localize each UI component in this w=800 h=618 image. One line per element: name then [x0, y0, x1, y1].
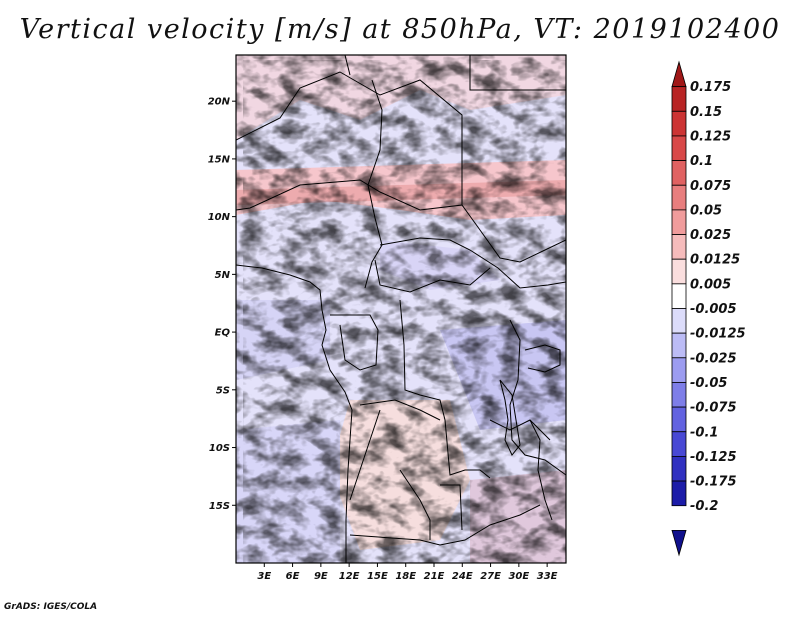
colorbar-legend: 0.175 0.15 0.125 0.1 0.075 0.05 0.025 0.0125 0.0… [671, 60, 746, 557]
colorbar-bin [671, 110, 687, 137]
colorbar-label: -0.125 [690, 450, 737, 465]
colorbar-label: -0.025 [690, 351, 737, 366]
lon-tick-label: 18E [395, 571, 416, 582]
colorbar-bin [671, 480, 687, 507]
colorbar-bin [671, 184, 687, 211]
colorbar-bin [671, 135, 687, 161]
colorbar-bin [671, 86, 687, 112]
colorbar-bin [671, 357, 687, 383]
colorbar-label: 0.025 [690, 228, 731, 243]
lat-tick-label: 5N [215, 270, 231, 281]
lon-tick-label: 30E [508, 571, 529, 582]
colorbar-bin [671, 455, 687, 482]
vertical-velocity-field [236, 55, 566, 563]
colorbar-label: -0.1 [690, 425, 718, 440]
lon-tick-label: 12E [339, 571, 360, 582]
colorbar-label: 0.075 [690, 179, 731, 194]
colorbar-bin [671, 160, 687, 186]
colorbar-bin [671, 209, 687, 235]
lat-tick-label: 15S [209, 501, 230, 512]
map-frame [235, 54, 567, 564]
colorbar-bin [671, 406, 687, 433]
colorbar-top-arrow [671, 60, 687, 88]
colorbar-label: 0.005 [690, 277, 731, 292]
colorbar-label: -0.005 [690, 302, 737, 317]
colorbar-label: 0.0125 [690, 253, 740, 268]
colorbar-bottom-arrow [671, 529, 687, 557]
lon-tick-label: 21E [424, 571, 445, 582]
lat-tick-label: 10S [209, 443, 230, 454]
colorbar-label: 0.05 [690, 203, 722, 218]
colorbar-label: 0.15 [690, 105, 722, 120]
lon-tick-label: 15E [367, 571, 388, 582]
colorbar-bin [671, 382, 687, 408]
lon-tick-label: 9E [314, 571, 328, 582]
lat-tick-label: 5S [216, 385, 230, 396]
lat-tick-label: 20N [208, 97, 231, 108]
lat-tick-label: 15N [208, 154, 231, 165]
colorbar-label: -0.2 [690, 499, 718, 514]
colorbar-label: 0.125 [690, 129, 731, 144]
colorbar-bin [671, 234, 687, 260]
lat-tick-label: EQ [215, 328, 231, 339]
colorbar-bin [671, 332, 687, 359]
lon-tick-label: 27E [480, 571, 501, 582]
colorbar-bin [671, 283, 687, 309]
map-title: Vertical velocity [m/s] at 850hPa, VT: 2… [19, 14, 781, 45]
lon-tick-label: 6E [286, 571, 300, 582]
lon-tick-label: 24E [452, 571, 473, 582]
colorbar-bin [671, 258, 687, 285]
country-borders [236, 55, 566, 563]
lon-tick-label: 33E [537, 571, 558, 582]
latitude-axis: 20N 15N 10N 5N EQ 5S 10S 15S [208, 97, 236, 512]
colorbar-bin [671, 308, 687, 334]
lat-tick-label: 10N [208, 212, 231, 223]
grads-credit: GrADS: IGES/COLA [4, 602, 98, 612]
colorbar-label: 0.1 [690, 154, 713, 169]
colorbar-label: -0.075 [690, 401, 737, 416]
colorbar-bin [671, 431, 687, 457]
colorbar-label: -0.175 [690, 475, 737, 490]
colorbar-label: -0.05 [690, 376, 727, 391]
longitude-axis: 3E 6E 9E 12E 15E 18E 21E 24E 27E 30E 33E [257, 563, 558, 582]
colorbar-label: -0.0125 [690, 327, 746, 342]
lon-tick-label: 3E [257, 571, 271, 582]
colorbar-label: 0.175 [690, 80, 731, 95]
